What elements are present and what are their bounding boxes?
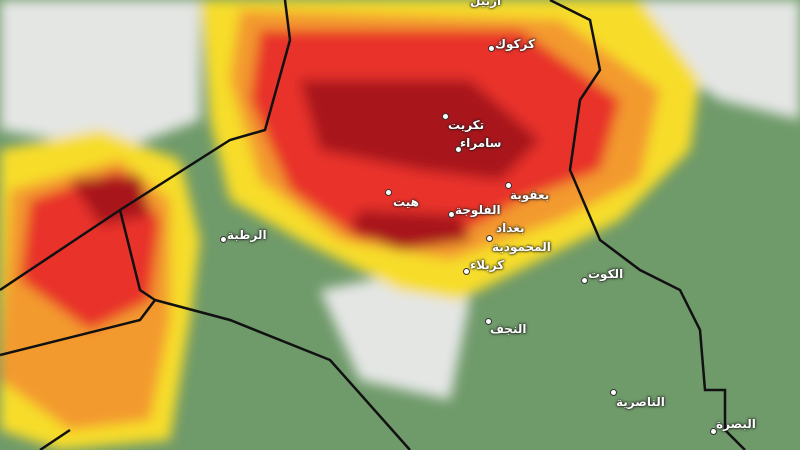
city-label-erbil: أربيل <box>470 0 502 8</box>
city-label-fallujah: الفلوجة <box>455 203 501 217</box>
city-label-kirkuk: كركوك <box>495 37 535 51</box>
city-label-hit: هيت <box>393 195 419 209</box>
city-label-kut: الكوت <box>588 267 624 281</box>
city-marker <box>485 318 492 325</box>
city-label-najaf: النجف <box>490 322 527 336</box>
city-label-samarra: سامراء <box>460 136 502 150</box>
city-label-karbala: كربلاء <box>470 258 505 272</box>
city-marker <box>385 189 392 196</box>
city-marker <box>710 428 717 435</box>
country-borders <box>0 0 746 450</box>
city-label-mahmudiyah: المحمودية <box>492 240 551 254</box>
city-marker <box>220 236 227 243</box>
city-marker <box>505 182 512 189</box>
city-label-nasiriyah: الناصرية <box>616 395 665 409</box>
city-marker <box>610 389 617 396</box>
city-marker <box>581 277 588 284</box>
city-label-basra: البصرة <box>716 417 756 431</box>
city-label-baqubah: بعقوبة <box>510 188 550 202</box>
city-marker <box>442 113 449 120</box>
city-marker <box>463 268 470 275</box>
city-marker <box>488 45 495 52</box>
city-label-baghdad: بغداد <box>496 221 525 235</box>
city-marker <box>448 211 455 218</box>
city-marker <box>455 146 462 153</box>
city-label-rutba: الرطبة <box>227 228 267 242</box>
city-label-tikrit: تكريت <box>448 118 485 132</box>
city-marker <box>486 235 493 242</box>
